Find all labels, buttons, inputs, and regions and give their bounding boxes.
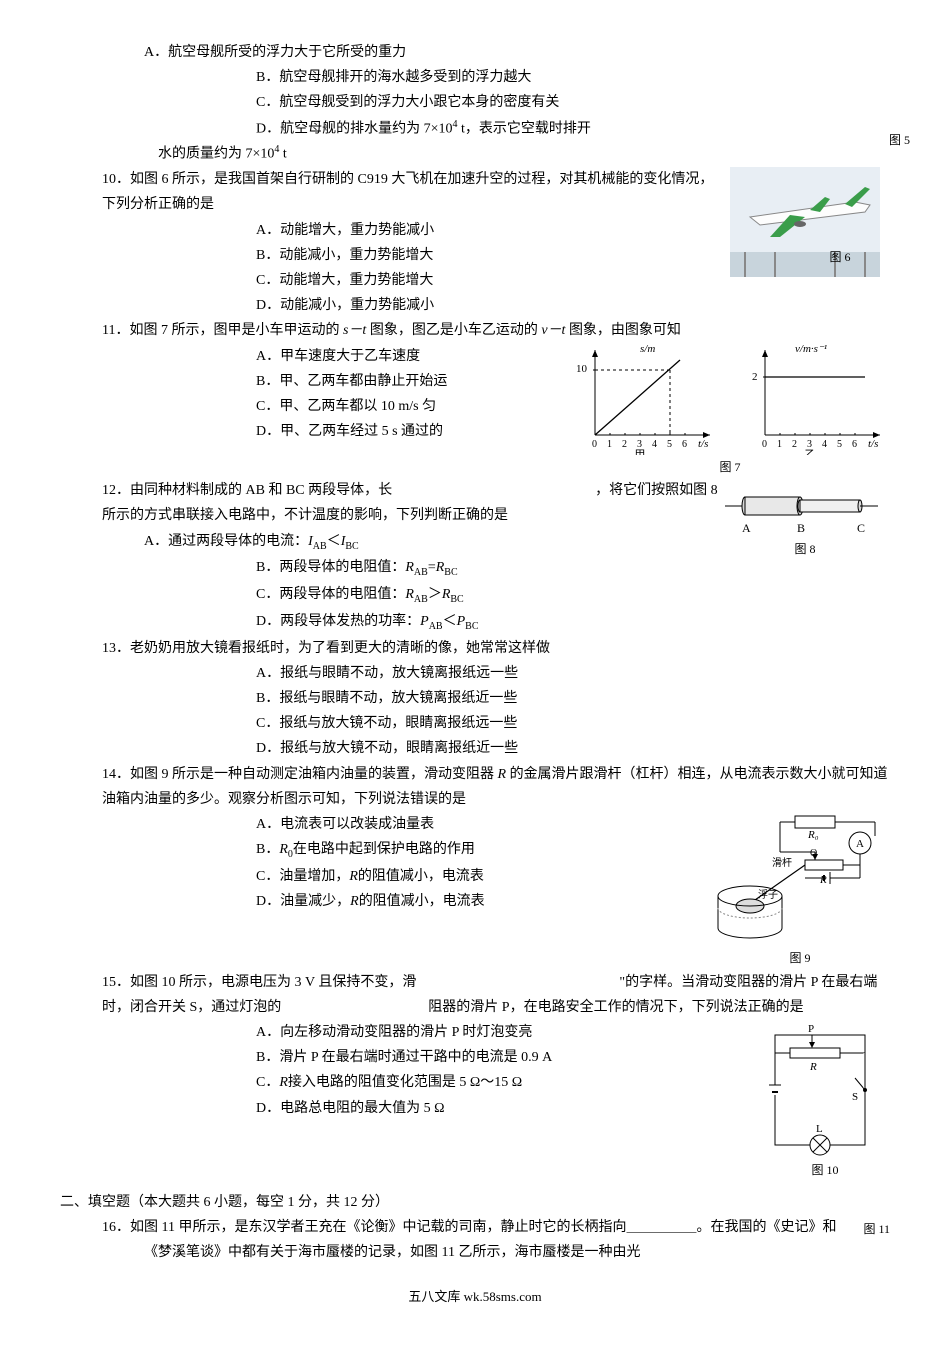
svg-text:B: B bbox=[797, 521, 805, 535]
svg-text:R: R bbox=[809, 1061, 817, 1073]
q12-optC: C．两段导体的电阻值：RAB＞RBC bbox=[256, 582, 890, 609]
svg-text:2: 2 bbox=[752, 371, 758, 383]
page-footer: 五八文库 wk.58sms.com bbox=[60, 1285, 890, 1308]
q9-optD-line2: 水的质量约为 7×104 t bbox=[60, 141, 890, 167]
svg-text:0: 0 bbox=[762, 439, 767, 450]
fig9-label: 图 9 bbox=[710, 948, 890, 970]
q15-stem: 15．如图 10 所示，电源电压为 3 V 且保持不变，滑 "的字样。当滑动变阻… bbox=[60, 970, 890, 1020]
svg-text:2: 2 bbox=[792, 439, 797, 450]
q13-optB: B．报纸与眼睛不动，放大镜离报纸近一些 bbox=[256, 686, 890, 711]
svg-text:6: 6 bbox=[852, 439, 857, 450]
q14-stem: 14．如图 9 所示是一种自动测定油箱内油量的装置，滑动变阻器 R 的金属滑片跟… bbox=[60, 762, 890, 812]
svg-text:乙: 乙 bbox=[805, 448, 816, 455]
svg-text:t/s: t/s bbox=[698, 438, 708, 450]
q12-block: A B C 图 8 12．由同种材料制成的 AB 和 BC 两段导体，长 ，将它… bbox=[60, 478, 890, 636]
q13-optC: C．报纸与放大镜不动，眼睛离报纸远一些 bbox=[256, 711, 890, 736]
svg-text:2: 2 bbox=[622, 439, 627, 450]
circuit-diagram: P R S L bbox=[760, 1020, 880, 1160]
svg-text:1: 1 bbox=[777, 439, 782, 450]
q9-optC: C．航空母舰受到的浮力大小跟它本身的密度有关 bbox=[256, 90, 890, 115]
q13-block: 13．老奶奶用放大镜看报纸时，为了看到更大的清晰的像，她常常这样做 A．报纸与眼… bbox=[60, 636, 890, 762]
svg-text:L: L bbox=[816, 1123, 823, 1135]
svg-text:S: S bbox=[852, 1091, 858, 1103]
q16-block: 图 11 16．如图 11 甲所示，是东汉学者王充在《论衡》中记载的司南，静止时… bbox=[60, 1215, 890, 1265]
svg-text:R₀: R₀ bbox=[807, 829, 819, 841]
q14-block: 14．如图 9 所示是一种自动测定油箱内油量的装置，滑动变阻器 R 的金属滑片跟… bbox=[60, 762, 890, 970]
svg-text:10: 10 bbox=[576, 363, 588, 375]
q9-optB: B．航空母舰排开的海水越多受到的浮力越大 bbox=[256, 65, 890, 90]
q13-optA: A．报纸与眼睛不动，放大镜离报纸远一些 bbox=[256, 661, 890, 686]
fig7-container: s/m 10 0 1 2 3 4 5 6 bbox=[570, 340, 890, 479]
fig7-label: 图 7 bbox=[570, 457, 890, 479]
q13-stem: 13．老奶奶用放大镜看报纸时，为了看到更大的清晰的像，她常常这样做 bbox=[60, 636, 890, 661]
svg-text:6: 6 bbox=[682, 439, 687, 450]
svg-text:浮子: 浮子 bbox=[758, 889, 778, 901]
q10-block: 图 6 10．如图 6 所示，是我国首架自行研制的 C919 大飞机在加速升空的… bbox=[60, 167, 890, 318]
chart-vt: v/m·s⁻¹ 2 0 1 2 3 4 5 6 bbox=[740, 340, 890, 455]
q9-optA: A．航空母舰所受的浮力大于它所受的重力 bbox=[60, 40, 890, 65]
svg-text:A: A bbox=[742, 521, 751, 535]
q9-block: 图 5 A．航空母舰所受的浮力大于它所受的重力 B．航空母舰排开的海水越多受到的… bbox=[60, 40, 890, 167]
svg-text:5: 5 bbox=[837, 439, 842, 450]
fig10-container: P R S L 图 10 bbox=[760, 1020, 890, 1182]
fig6-container: 图 6 bbox=[730, 167, 890, 299]
oil-gauge-circuit: R₀ A R O 滑杆 bbox=[710, 808, 885, 948]
svg-text:甲: 甲 bbox=[635, 449, 646, 455]
fig6-label: 图 6 bbox=[760, 247, 920, 269]
q16-stem: 16．如图 11 甲所示，是东汉学者王充在《论衡》中记载的司南，静止时它的长柄指… bbox=[102, 1215, 890, 1265]
section2-title: 二、填空题（本大题共 6 小题，每空 1 分，共 12 分） bbox=[60, 1190, 890, 1215]
fig8-container: A B C 图 8 bbox=[720, 484, 890, 561]
svg-text:0: 0 bbox=[592, 439, 597, 450]
svg-text:滑杆: 滑杆 bbox=[772, 857, 792, 869]
fig10-label: 图 10 bbox=[760, 1160, 890, 1182]
svg-text:A: A bbox=[856, 838, 864, 850]
q9-optD: D．航空母舰的排水量约为 7×104 t，表示它空载时排开 bbox=[256, 116, 890, 142]
svg-text:C: C bbox=[857, 521, 865, 535]
fig5-label: 图 5 bbox=[889, 130, 910, 152]
svg-text:5: 5 bbox=[667, 439, 672, 450]
fig9-container: R₀ A R O 滑杆 bbox=[710, 808, 890, 970]
q13-optD: D．报纸与放大镜不动，眼睛离报纸近一些 bbox=[256, 736, 890, 761]
fig11-label: 图 11 bbox=[863, 1219, 890, 1241]
fig8-label: 图 8 bbox=[720, 539, 890, 561]
q12-optD: D．两段导体发热的功率：PAB＜PBC bbox=[256, 609, 890, 636]
svg-text:1: 1 bbox=[607, 439, 612, 450]
svg-text:O: O bbox=[810, 848, 817, 859]
svg-text:t/s: t/s bbox=[868, 438, 878, 450]
chart-st: s/m 10 0 1 2 3 4 5 6 bbox=[570, 340, 720, 455]
svg-text:P: P bbox=[808, 1023, 814, 1035]
q15-block: 15．如图 10 所示，电源电压为 3 V 且保持不变，滑 "的字样。当滑动变阻… bbox=[60, 970, 890, 1182]
svg-text:4: 4 bbox=[822, 439, 827, 450]
svg-text:v/m·s⁻¹: v/m·s⁻¹ bbox=[795, 343, 827, 355]
conductor-diagram: A B C bbox=[720, 484, 880, 539]
svg-text:4: 4 bbox=[652, 439, 657, 450]
q11-block: 11．如图 7 所示，图甲是小车甲运动的 s－t 图象，图乙是小车乙运动的 v－… bbox=[60, 318, 890, 478]
svg-text:s/m: s/m bbox=[640, 343, 655, 355]
